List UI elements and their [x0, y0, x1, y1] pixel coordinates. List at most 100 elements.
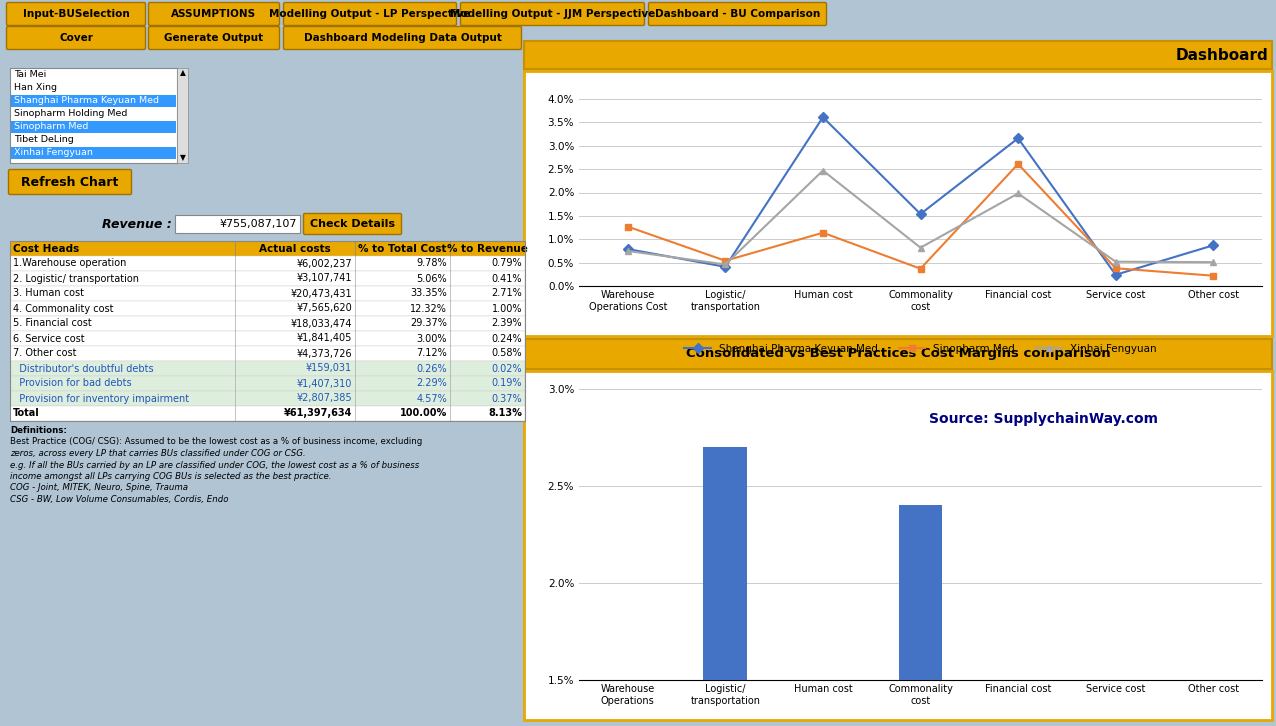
Text: ¥18,033,474: ¥18,033,474 — [291, 319, 352, 328]
Text: Dashboard - BU Comparison: Dashboard - BU Comparison — [655, 9, 820, 19]
Text: income amongst all LPs carrying COG BUs is selected as the best practice.: income amongst all LPs carrying COG BUs … — [10, 472, 332, 481]
Text: ¥7,565,620: ¥7,565,620 — [296, 303, 352, 314]
Shanghai Pharma Keyuan Med — [1206, 241, 1221, 250]
Xinhai Fengyuan — [1206, 258, 1221, 266]
FancyBboxPatch shape — [283, 27, 522, 49]
Text: Shanghai Pharma Keyuan Med: Shanghai Pharma Keyuan Med — [14, 96, 160, 105]
FancyBboxPatch shape — [461, 2, 644, 25]
Text: Sinopharm Holding Med: Sinopharm Holding Med — [14, 109, 128, 118]
Xinhai Fengyuan — [912, 243, 928, 252]
FancyBboxPatch shape — [148, 2, 279, 25]
Text: 9.78%: 9.78% — [416, 258, 447, 269]
Text: 0.79%: 0.79% — [491, 258, 522, 269]
Text: 2.71%: 2.71% — [491, 288, 522, 298]
Line: Sinopharm Med: Sinopharm Med — [624, 160, 1217, 280]
Xinhai Fengyuan — [717, 260, 732, 269]
Text: Definitions:: Definitions: — [10, 426, 66, 435]
Text: 33.35%: 33.35% — [411, 288, 447, 298]
Text: Han Xing: Han Xing — [14, 83, 57, 92]
Text: 2. Logistic/ transportation: 2. Logistic/ transportation — [13, 274, 139, 283]
Text: Total: Total — [13, 409, 40, 418]
Text: 0.19%: 0.19% — [491, 378, 522, 388]
Xinhai Fengyuan — [815, 166, 831, 175]
Text: Generate Output: Generate Output — [165, 33, 264, 43]
Text: ¥1,407,310: ¥1,407,310 — [296, 378, 352, 388]
Sinopharm Med — [1011, 160, 1026, 168]
Text: Refresh Chart: Refresh Chart — [22, 176, 119, 189]
Text: 1.Warehouse operation: 1.Warehouse operation — [13, 258, 126, 269]
Line: Shanghai Pharma Keyuan Med: Shanghai Pharma Keyuan Med — [624, 114, 1217, 278]
Text: ¥1,841,405: ¥1,841,405 — [296, 333, 352, 343]
Text: Xinhai Fengyuan: Xinhai Fengyuan — [14, 148, 93, 157]
FancyBboxPatch shape — [283, 2, 457, 25]
Sinopharm Med — [620, 222, 635, 231]
Text: % to Total Cost: % to Total Cost — [359, 243, 447, 253]
Bar — [11, 121, 176, 133]
Text: 100.00%: 100.00% — [399, 409, 447, 418]
Xinhai Fengyuan — [1011, 189, 1026, 197]
Text: Modelling Output - LP Perspective: Modelling Output - LP Perspective — [269, 9, 471, 19]
Text: 7.12%: 7.12% — [416, 348, 447, 359]
Text: Cover: Cover — [59, 33, 93, 43]
Text: Modelling Output - JJM Perspective: Modelling Output - JJM Perspective — [450, 9, 655, 19]
Bar — [10, 391, 524, 406]
Text: Cost Heads: Cost Heads — [13, 243, 79, 253]
Text: Dashboard Modeling Data Output: Dashboard Modeling Data Output — [304, 33, 501, 43]
Bar — [10, 331, 524, 346]
Text: % to Revenue: % to Revenue — [447, 243, 528, 253]
Shanghai Pharma Keyuan Med — [717, 263, 732, 272]
Text: Distributor's doubtful debts: Distributor's doubtful debts — [13, 364, 153, 373]
Sinopharm Med — [912, 264, 928, 273]
Text: ▲: ▲ — [180, 68, 185, 78]
Text: 0.58%: 0.58% — [491, 348, 522, 359]
Text: Revenue :: Revenue : — [102, 218, 172, 230]
Text: 3. Human cost: 3. Human cost — [13, 288, 84, 298]
Shanghai Pharma Keyuan Med — [815, 113, 831, 121]
Xinhai Fengyuan — [620, 247, 635, 256]
Text: 7. Other cost: 7. Other cost — [13, 348, 77, 359]
Text: Provision for bad debts: Provision for bad debts — [13, 378, 131, 388]
Shanghai Pharma Keyuan Med — [1011, 134, 1026, 142]
Bar — [10, 346, 524, 361]
Text: ¥6,002,237: ¥6,002,237 — [296, 258, 352, 269]
FancyBboxPatch shape — [304, 213, 402, 234]
Text: Provision for inventory impairment: Provision for inventory impairment — [13, 393, 189, 404]
Bar — [10, 301, 524, 316]
Bar — [898, 505, 943, 726]
Sinopharm Med — [717, 256, 732, 265]
Bar — [10, 361, 524, 376]
Text: 0.26%: 0.26% — [416, 364, 447, 373]
Text: Best Practice (COG/ CSG): Assumed to be the lowest cost as a % of business incom: Best Practice (COG/ CSG): Assumed to be … — [10, 438, 422, 446]
Text: ¥20,473,431: ¥20,473,431 — [291, 288, 352, 298]
FancyBboxPatch shape — [524, 71, 1272, 336]
Text: 0.41%: 0.41% — [491, 274, 522, 283]
Text: ¥4,373,726: ¥4,373,726 — [296, 348, 352, 359]
Bar — [175, 215, 300, 233]
Text: 5.06%: 5.06% — [416, 274, 447, 283]
Text: 5. Financial cost: 5. Financial cost — [13, 319, 92, 328]
FancyBboxPatch shape — [524, 339, 1272, 369]
Text: Check Details: Check Details — [310, 219, 396, 229]
Shanghai Pharma Keyuan Med — [620, 245, 635, 253]
Text: Actual costs: Actual costs — [259, 243, 330, 253]
Bar — [10, 286, 524, 301]
Text: ¥755,087,107: ¥755,087,107 — [219, 219, 297, 229]
Bar — [10, 271, 524, 286]
Text: 1.00%: 1.00% — [491, 303, 522, 314]
Bar — [10, 241, 524, 256]
Text: 3.00%: 3.00% — [416, 333, 447, 343]
Bar — [10, 406, 524, 421]
Text: 2.39%: 2.39% — [491, 319, 522, 328]
Bar — [11, 95, 176, 107]
Text: Dashboard: Dashboard — [1175, 47, 1268, 62]
FancyBboxPatch shape — [524, 371, 1272, 720]
FancyBboxPatch shape — [648, 2, 827, 25]
Text: CSG - BW, Low Volume Consumables, Cordis, Endo: CSG - BW, Low Volume Consumables, Cordis… — [10, 495, 228, 504]
FancyBboxPatch shape — [148, 27, 279, 49]
FancyBboxPatch shape — [9, 169, 131, 195]
Text: 29.37%: 29.37% — [410, 319, 447, 328]
Text: 4.57%: 4.57% — [416, 393, 447, 404]
Text: 6. Service cost: 6. Service cost — [13, 333, 84, 343]
Shanghai Pharma Keyuan Med — [1108, 270, 1123, 279]
Text: ▼: ▼ — [180, 153, 185, 163]
